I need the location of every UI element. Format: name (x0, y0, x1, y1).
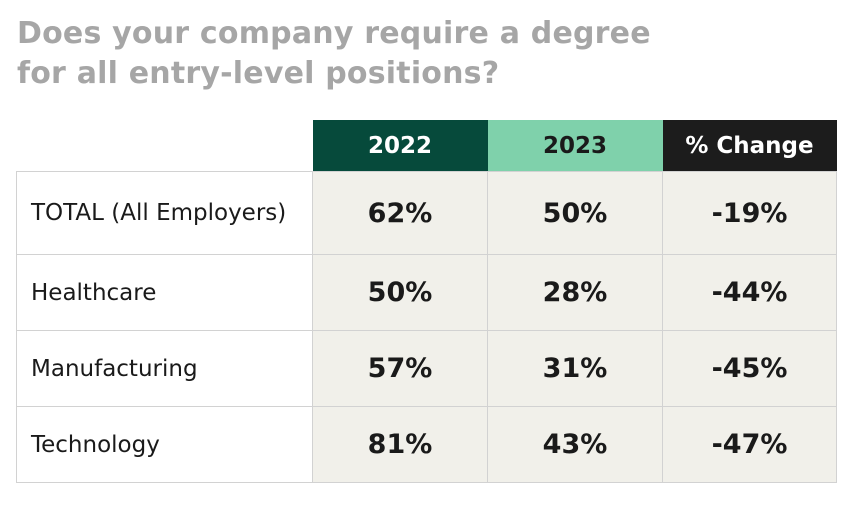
header-blank-cell (17, 120, 313, 172)
value-cell-percent-change: -19% (662, 171, 837, 255)
row-label: TOTAL (All Employers) (16, 171, 313, 255)
column-header-2023: 2023 (487, 120, 663, 172)
value-cell-percent-change: -44% (662, 254, 837, 331)
value-cell-percent-change: -45% (662, 330, 837, 407)
row-label: Manufacturing (16, 330, 313, 407)
value-cell-percent-change: -47% (662, 406, 837, 483)
column-header-percent-change: % Change (662, 120, 837, 172)
value-cell-2022: 50% (312, 254, 488, 331)
row-label: Technology (16, 406, 313, 483)
data-table: 2022 2023 % Change TOTAL (All Employers)… (16, 120, 837, 483)
table-row: Healthcare 50% 28% -44% (16, 254, 837, 331)
chart-title: Does your company require a degree for a… (17, 16, 651, 91)
table-row: Technology 81% 43% -47% (16, 406, 837, 483)
value-cell-2022: 62% (312, 171, 488, 255)
column-header-2022: 2022 (312, 120, 488, 172)
value-cell-2023: 50% (487, 171, 663, 255)
value-cell-2023: 28% (487, 254, 663, 331)
table-row: TOTAL (All Employers) 62% 50% -19% (16, 171, 837, 255)
table-row: Manufacturing 57% 31% -45% (16, 330, 837, 407)
value-cell-2022: 57% (312, 330, 488, 407)
row-label: Healthcare (16, 254, 313, 331)
value-cell-2023: 43% (487, 406, 663, 483)
value-cell-2023: 31% (487, 330, 663, 407)
header-row: 2022 2023 % Change (17, 120, 837, 172)
value-cell-2022: 81% (312, 406, 488, 483)
